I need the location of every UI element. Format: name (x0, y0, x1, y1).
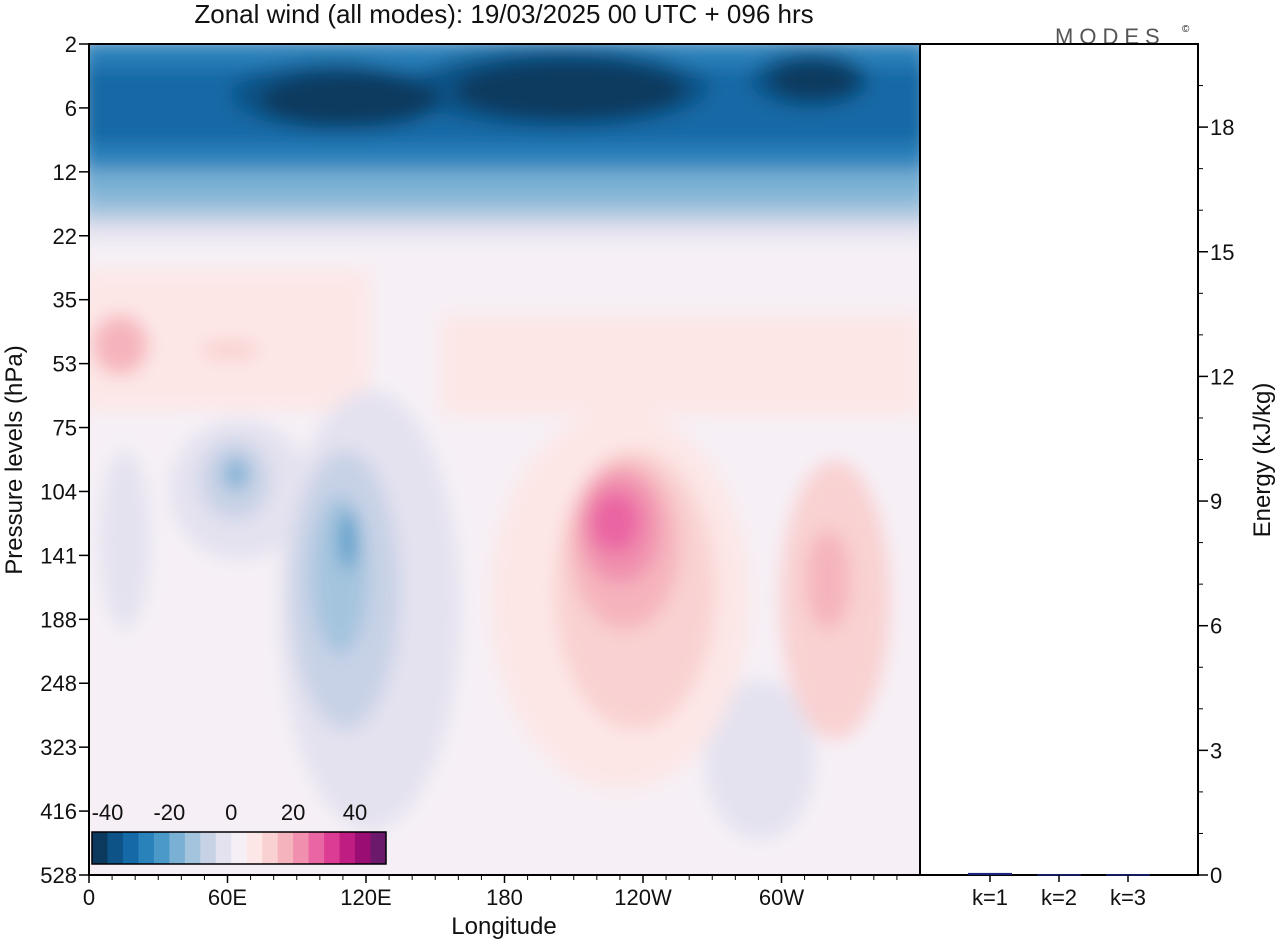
heatmap-y-axis: 2 6 12 22 35 53 75 104 141 188 248 323 416 528 (40, 32, 89, 888)
y-tick-label: 416 (40, 799, 77, 824)
y-axis-label: Pressure levels (hPa) (1, 345, 28, 574)
colorbar-cell (246, 832, 263, 864)
westerly-band-b (440, 315, 920, 415)
x-tick-label: 60W (759, 885, 804, 910)
y-tick-label: 248 (40, 671, 77, 696)
energy-tick-label: 0 (1210, 863, 1222, 888)
x-tick-label: 180 (486, 885, 523, 910)
y-tick-label: 528 (40, 863, 77, 888)
copyright-mark: © (1182, 24, 1190, 35)
x-tick-label: 120E (340, 885, 391, 910)
x-tick-label: 60E (208, 885, 247, 910)
colorbar-cell (215, 832, 232, 864)
energy-axis-label: Energy (kJ/kg) (1249, 383, 1276, 538)
x-tick-label: 120W (614, 885, 672, 910)
energy-tick-label: 3 (1210, 738, 1222, 763)
x-axis-label: Longitude (451, 913, 556, 940)
colorbar-cell (293, 832, 310, 864)
colorbar-cell (308, 832, 325, 864)
colorbar-cell (122, 832, 139, 864)
colorbar-cell (184, 832, 201, 864)
contour-core-f (770, 60, 860, 100)
energy-tick-label: 15 (1210, 240, 1234, 265)
energy-bar (968, 872, 1012, 875)
x-tick-label: 0 (83, 885, 95, 910)
y-tick-label: 22 (53, 224, 77, 249)
heatmap-field (89, 44, 920, 875)
energy-y-axis: 0 3 6 9 12 15 18 (1198, 85, 1234, 888)
y-tick-label: 323 (40, 735, 77, 760)
energy-tick-label: 18 (1210, 115, 1234, 140)
energy-x-axis: k=1 k=2 k=3 (972, 875, 1146, 910)
colorbar-cell (92, 832, 108, 864)
energy-bar (1037, 874, 1081, 876)
y-tick-label: 12 (53, 160, 77, 185)
chart-title: Zonal wind (all modes): 19/03/2025 00 UT… (194, 0, 813, 29)
westerly-spot-a (92, 315, 148, 375)
y-tick-label: 6 (65, 96, 77, 121)
y-tick-label: 141 (40, 543, 77, 568)
colorbar-tick-label: 0 (225, 800, 237, 825)
colorbar-tick-label: 20 (281, 800, 305, 825)
colorbar-cell (107, 832, 124, 864)
colorbar-tick-label: -40 (92, 800, 124, 825)
colorbar-cell (277, 832, 294, 864)
colorbar-cell (262, 832, 279, 864)
y-tick-label: 188 (40, 607, 77, 632)
energy-frame (919, 43, 1199, 876)
contour-core-d (260, 72, 440, 128)
colorbar-frame (91, 831, 387, 865)
colorbar-tick-label: -20 (153, 800, 185, 825)
energy-panel: 0 3 6 9 12 15 18 k=1 k=2 k=3 Energy (kJ/kg) (919, 43, 1276, 910)
y-tick-label: 2 (65, 32, 77, 57)
heatmap-panel: 2 6 12 22 35 53 75 104 141 188 248 323 416 528 0 60E 12… (1, 32, 921, 940)
energy-category-label: k=2 (1041, 885, 1077, 910)
colorbar-tick-label: 40 (343, 800, 367, 825)
colorbar-cell (200, 832, 217, 864)
colorbar-cell (138, 832, 155, 864)
westerly-jet-core (590, 492, 640, 552)
energy-tick-label: 9 (1210, 489, 1222, 514)
colorbar-legend: -40 -20 0 20 40 (91, 800, 387, 865)
westerly-spot-b (200, 340, 260, 360)
colorbar-cell (370, 832, 387, 864)
y-tick-label: 75 (53, 416, 77, 441)
colorbar-cell (324, 832, 341, 864)
colorbar-cell (231, 832, 248, 864)
colorbar-cell (153, 832, 170, 864)
energy-tick-label: 6 (1210, 614, 1222, 639)
colorbar-cell (169, 832, 186, 864)
energy-bar (1106, 874, 1150, 876)
colorbar-cell (339, 832, 356, 864)
energy-category-label: k=3 (1110, 885, 1146, 910)
contour-core-e (455, 60, 685, 120)
y-tick-label: 53 (53, 352, 77, 377)
heatmap-x-axis: 0 60E 120E 180 120W 60W (83, 875, 898, 910)
y-tick-label: 104 (40, 479, 77, 504)
energy-category-label: k=1 (972, 885, 1008, 910)
y-tick-label: 35 (53, 288, 77, 313)
energy-tick-label: 12 (1210, 364, 1234, 389)
colorbar-cell (355, 832, 372, 864)
